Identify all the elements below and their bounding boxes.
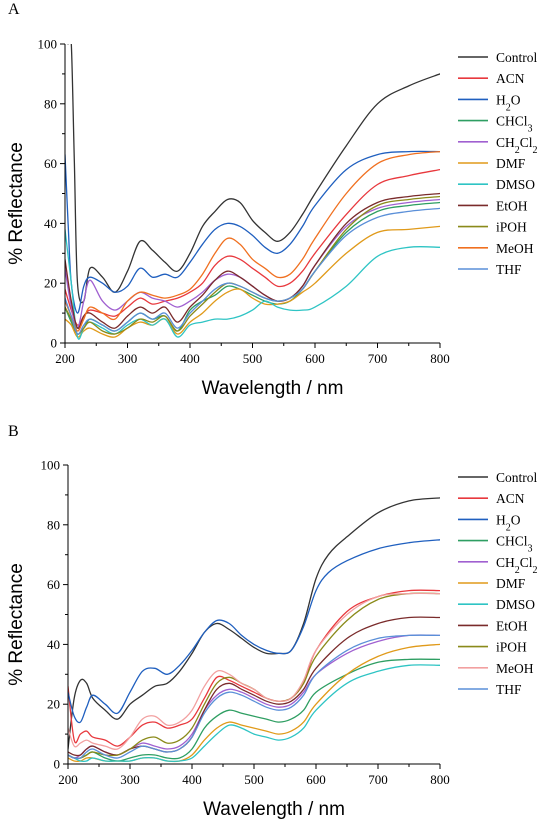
legend-label: DMSO (496, 177, 535, 192)
chart-panel-a: A 200 300 400 500 600 700 800 0 20 40 60 80 100 Wavele… (6, 1, 538, 399)
panel-label: A (8, 1, 20, 18)
y-tick-label: 100 (38, 37, 58, 52)
x-axis-label: Wavelength / nm (203, 799, 345, 820)
y-tick-label: 40 (44, 216, 57, 231)
y-tick-label: 20 (47, 697, 60, 712)
x-axis-label: Wavelength / nm (202, 378, 344, 399)
x-tick-label: 700 (368, 351, 388, 366)
series-line-ipoh (65, 195, 440, 335)
chart-panel-b: B 200 300 400 500 600 700 800 0 20 40 60 80 100 Wavele… (6, 423, 538, 820)
legend-label: THF (496, 682, 522, 697)
legend-label: CHCl3 (496, 534, 533, 555)
y-tick-label: 60 (44, 156, 57, 171)
series-line-thf (68, 634, 440, 760)
legend-label: ACN (496, 491, 525, 506)
x-tick-label: 400 (182, 772, 202, 787)
x-tick-label: 800 (430, 772, 450, 787)
legend-label: CHCl3 (496, 114, 533, 135)
y-tick-label: 0 (51, 336, 58, 351)
x-tick-label: 300 (120, 772, 140, 787)
x-tick-label: 800 (430, 351, 450, 366)
x-tick-label: 200 (55, 351, 75, 366)
series-line-ipoh (68, 592, 440, 760)
y-tick-label: 60 (47, 577, 60, 592)
legend-label: H2O (496, 512, 521, 533)
series-line-dmf (65, 225, 440, 338)
y-tick-label: 20 (44, 276, 57, 291)
series-line-dmso (68, 664, 440, 763)
legend-label: MeOH (496, 661, 534, 676)
y-tick-label: 80 (44, 96, 57, 111)
y-axis-label: % Reflectance (6, 142, 27, 265)
legend-label: Control (496, 50, 538, 65)
series-line-ch2cl (65, 198, 440, 329)
legend-label: CH2Cl2 (496, 555, 538, 576)
series-line-etoh (65, 192, 440, 330)
legend-label: MeOH (496, 241, 534, 256)
series-line-etoh (68, 616, 440, 757)
legend-label: DMF (496, 576, 526, 591)
x-tick-label: 200 (58, 772, 78, 787)
series-group (65, 44, 440, 340)
series-line-control (67, 44, 440, 304)
x-tick-label: 300 (118, 351, 138, 366)
x-tick-label: 500 (244, 772, 264, 787)
y-tick-label: 40 (47, 637, 60, 652)
series-line-dmso (65, 228, 440, 340)
series-line-chcl3 (68, 658, 440, 762)
series-line-thf (65, 207, 440, 335)
legend-label: ACN (496, 71, 525, 86)
legend-label: H2O (496, 92, 521, 113)
series-line-control (68, 497, 440, 750)
legend-label: EtOH (496, 198, 528, 213)
series-line-acn (68, 589, 440, 747)
series-line-meoh (65, 150, 440, 332)
legend-label: DMF (496, 156, 526, 171)
x-tick-label: 500 (243, 351, 263, 366)
legend-label: iPOH (496, 640, 527, 655)
legend-label: Control (496, 470, 538, 485)
series-line-meoh (68, 592, 440, 750)
y-tick-label: 0 (54, 757, 61, 772)
y-axis-label: % Reflectance (6, 563, 27, 686)
series-line-h2o (68, 539, 440, 724)
legend-label: CH2Cl2 (496, 135, 538, 156)
x-tick-label: 600 (306, 772, 326, 787)
legend-label: iPOH (496, 220, 527, 235)
legend-label: DMSO (496, 597, 535, 612)
x-tick-label: 700 (368, 772, 388, 787)
legend-label: EtOH (496, 618, 528, 633)
legend-label: THF (496, 262, 522, 277)
x-tick-label: 400 (180, 351, 200, 366)
panel-label: B (8, 423, 19, 440)
y-tick-label: 100 (41, 458, 61, 473)
series-line-h2o (65, 150, 440, 314)
x-tick-label: 600 (305, 351, 325, 366)
y-tick-label: 80 (47, 517, 60, 532)
series-group (68, 497, 440, 763)
series-line-acn (65, 168, 440, 326)
